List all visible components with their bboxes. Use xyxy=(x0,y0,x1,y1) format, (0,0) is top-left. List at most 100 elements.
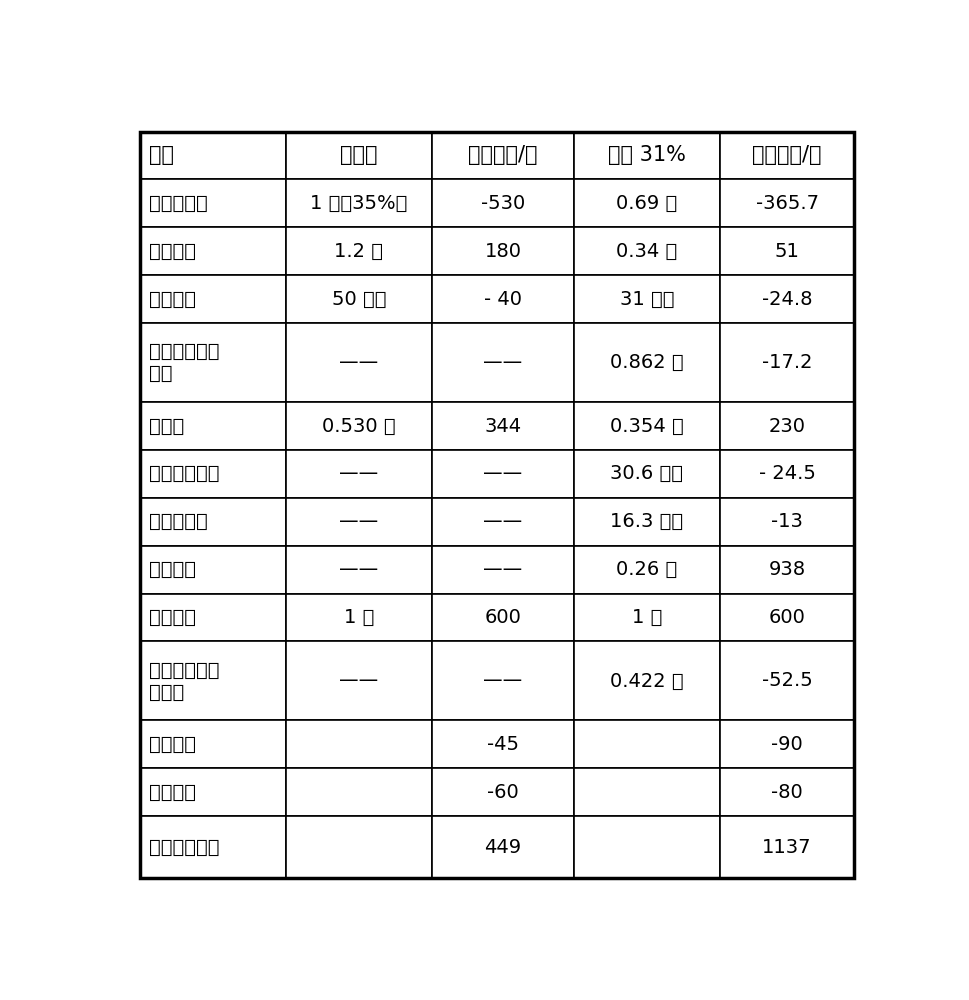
Text: 0.34 吨: 0.34 吨 xyxy=(615,242,676,261)
Bar xyxy=(286,768,431,816)
Bar xyxy=(140,275,286,323)
Bar xyxy=(719,594,854,641)
Bar xyxy=(286,275,431,323)
Text: 折合价值/元: 折合价值/元 xyxy=(752,145,821,165)
Bar xyxy=(140,816,286,878)
Text: -60: -60 xyxy=(486,783,518,802)
Bar xyxy=(286,546,431,594)
Text: ——: —— xyxy=(339,512,378,531)
Text: - 24.5: - 24.5 xyxy=(758,464,815,483)
Bar xyxy=(574,227,719,275)
Bar xyxy=(286,450,431,498)
Bar xyxy=(140,768,286,816)
Bar xyxy=(574,179,719,227)
Text: ——: —— xyxy=(339,353,378,372)
Bar xyxy=(140,132,286,179)
Text: 30.6 度电: 30.6 度电 xyxy=(610,464,683,483)
Bar xyxy=(286,641,431,720)
Text: ——: —— xyxy=(483,464,522,483)
Text: 总计价值增加: 总计价值增加 xyxy=(149,838,219,857)
Text: 180: 180 xyxy=(484,242,521,261)
Text: 600: 600 xyxy=(767,608,804,627)
Text: 员工工资: 员工工资 xyxy=(149,735,196,754)
Text: ——: —— xyxy=(483,512,522,531)
Bar xyxy=(574,402,719,450)
Bar xyxy=(431,132,574,179)
Bar xyxy=(574,323,719,402)
Text: -90: -90 xyxy=(770,735,802,754)
Bar xyxy=(286,402,431,450)
Bar xyxy=(719,402,854,450)
Bar xyxy=(719,546,854,594)
Text: -13: -13 xyxy=(770,512,802,531)
Bar xyxy=(286,132,431,179)
Bar xyxy=(140,402,286,450)
Text: -24.8: -24.8 xyxy=(761,290,811,309)
Text: 0.69 吨: 0.69 吨 xyxy=(615,194,676,213)
Bar xyxy=(431,641,574,720)
Text: ——: —— xyxy=(339,464,378,483)
Text: 蒸汽产量: 蒸汽产量 xyxy=(149,242,196,261)
Text: 硫铁矿消耗: 硫铁矿消耗 xyxy=(149,194,207,213)
Bar xyxy=(719,227,854,275)
Bar xyxy=(286,816,431,878)
Bar xyxy=(574,546,719,594)
Text: 七水至一水蒸
汽消耗: 七水至一水蒸 汽消耗 xyxy=(149,660,219,701)
Bar xyxy=(140,323,286,402)
Text: 449: 449 xyxy=(484,838,521,857)
Bar xyxy=(140,227,286,275)
Text: 焙烧富氧功耗: 焙烧富氧功耗 xyxy=(149,464,219,483)
Text: ——: —— xyxy=(339,671,378,690)
Text: 51: 51 xyxy=(774,242,798,261)
Text: 0.26 吨: 0.26 吨 xyxy=(615,560,676,579)
Text: 1 吨: 1 吨 xyxy=(631,608,662,627)
Bar xyxy=(431,179,574,227)
Text: -365.7: -365.7 xyxy=(755,194,818,213)
Text: 0.422 吨: 0.422 吨 xyxy=(610,671,683,690)
Bar xyxy=(719,323,854,402)
Text: 硫酸产量: 硫酸产量 xyxy=(149,608,196,627)
Text: - 40: - 40 xyxy=(484,290,521,309)
Text: -530: -530 xyxy=(481,194,524,213)
Text: 1137: 1137 xyxy=(762,838,811,857)
Bar xyxy=(140,594,286,641)
Text: 344: 344 xyxy=(484,417,521,436)
Bar xyxy=(719,179,854,227)
Text: 掺入 31%: 掺入 31% xyxy=(608,145,685,165)
Bar xyxy=(574,768,719,816)
Bar xyxy=(286,323,431,402)
Text: 31 度电: 31 度电 xyxy=(619,290,673,309)
Bar xyxy=(140,450,286,498)
Text: 0.354 吨: 0.354 吨 xyxy=(610,417,683,436)
Text: 230: 230 xyxy=(767,417,804,436)
Text: -52.5: -52.5 xyxy=(761,671,812,690)
Bar xyxy=(719,641,854,720)
Bar xyxy=(574,450,719,498)
Bar xyxy=(431,546,574,594)
Bar xyxy=(431,594,574,641)
Bar xyxy=(286,720,431,768)
Bar xyxy=(719,450,854,498)
Text: 16.3 度电: 16.3 度电 xyxy=(610,512,683,531)
Bar xyxy=(719,720,854,768)
Bar xyxy=(431,720,574,768)
Bar xyxy=(431,275,574,323)
Bar xyxy=(719,132,854,179)
Text: 1.2 吨: 1.2 吨 xyxy=(334,242,383,261)
Bar xyxy=(140,498,286,546)
Bar xyxy=(719,816,854,878)
Text: ——: —— xyxy=(483,560,522,579)
Bar xyxy=(431,227,574,275)
Text: 铁红颜料: 铁红颜料 xyxy=(149,560,196,579)
Bar xyxy=(431,768,574,816)
Bar xyxy=(574,816,719,878)
Bar xyxy=(574,275,719,323)
Bar xyxy=(431,402,574,450)
Bar xyxy=(719,768,854,816)
Bar xyxy=(286,594,431,641)
Text: ——: —— xyxy=(483,671,522,690)
Bar xyxy=(286,498,431,546)
Bar xyxy=(431,816,574,878)
Text: 铁精粉: 铁精粉 xyxy=(149,417,184,436)
Bar xyxy=(431,323,574,402)
